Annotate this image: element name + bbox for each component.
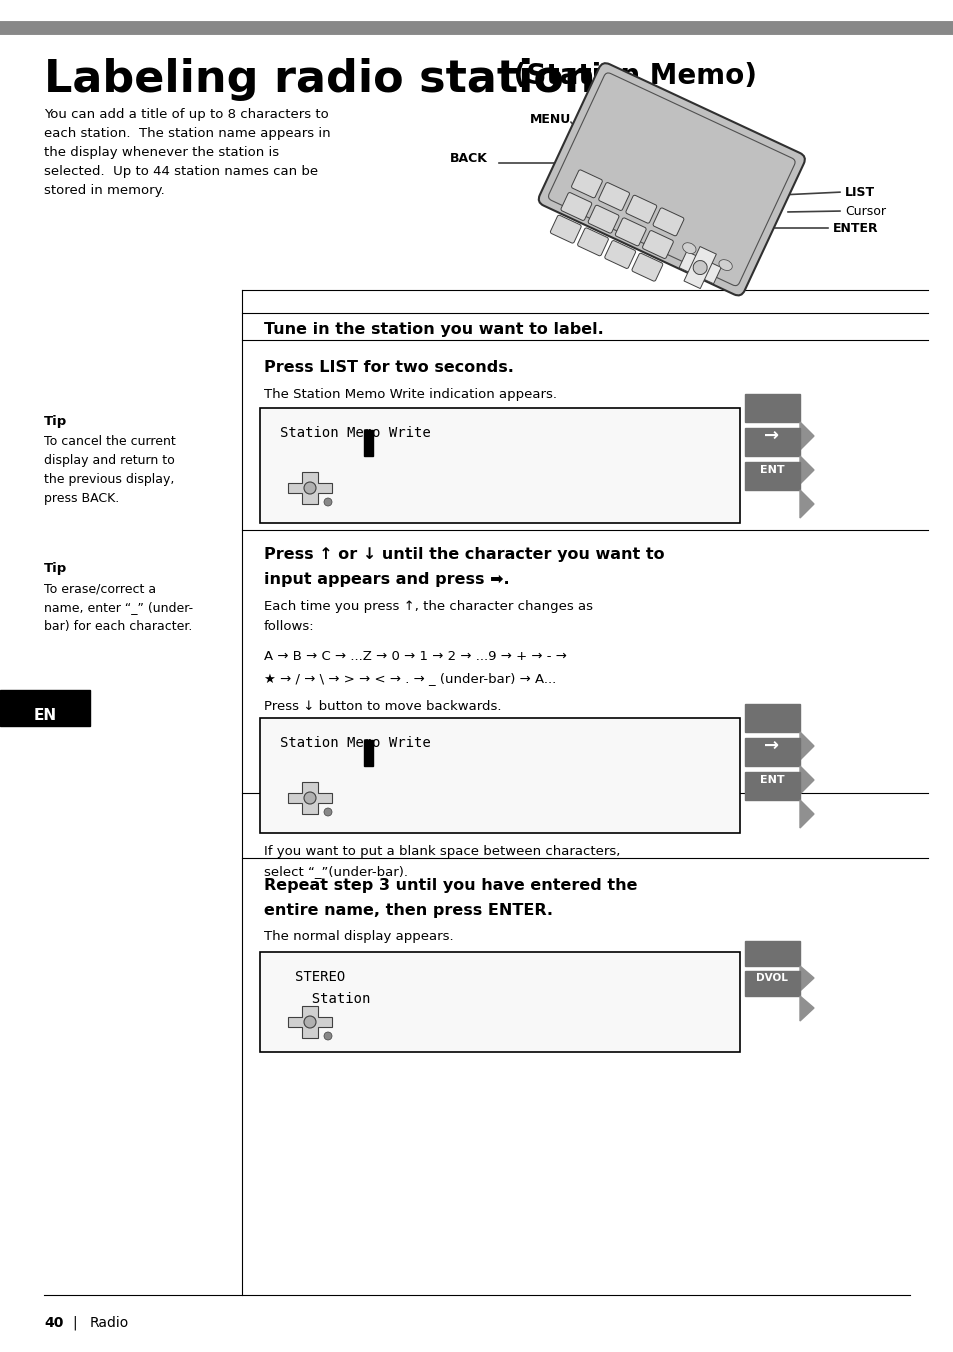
Text: 40: 40 [44, 1315, 63, 1330]
FancyBboxPatch shape [744, 772, 800, 800]
Bar [364, 430, 373, 456]
Polygon shape [800, 767, 813, 794]
Text: You can add a title of up to 8 characters to
each station.  The station name app: You can add a title of up to 8 character… [44, 108, 331, 197]
FancyBboxPatch shape [744, 941, 800, 965]
FancyBboxPatch shape [744, 971, 800, 996]
Text: Each time you press ↑, the character changes as: Each time you press ↑, the character cha… [264, 600, 593, 612]
FancyBboxPatch shape [550, 215, 580, 243]
FancyBboxPatch shape [260, 952, 740, 1052]
Text: (Station Memo): (Station Memo) [503, 62, 757, 91]
FancyBboxPatch shape [615, 218, 645, 246]
Text: DVOL: DVOL [756, 973, 787, 983]
Text: follows:: follows: [264, 621, 314, 633]
Text: If you want to put a blank space between characters,: If you want to put a blank space between… [264, 845, 619, 859]
Polygon shape [800, 456, 813, 484]
FancyBboxPatch shape [604, 241, 635, 269]
Text: ←: ← [763, 804, 779, 823]
FancyBboxPatch shape [571, 170, 601, 197]
Circle shape [304, 483, 315, 493]
Polygon shape [800, 996, 813, 1021]
Text: Station: Station [294, 992, 370, 1006]
Bar [364, 740, 373, 767]
Text: The normal display appears.: The normal display appears. [264, 930, 453, 942]
Text: ENTER: ENTER [832, 222, 878, 235]
FancyBboxPatch shape [560, 192, 591, 220]
Text: Repeat step 3 until you have entered the: Repeat step 3 until you have entered the [264, 877, 637, 894]
Ellipse shape [719, 260, 732, 270]
Polygon shape [800, 489, 813, 518]
Text: Press ↓ button to move backwards.: Press ↓ button to move backwards. [264, 700, 501, 713]
FancyBboxPatch shape [260, 408, 740, 523]
Circle shape [324, 1032, 332, 1040]
FancyBboxPatch shape [744, 738, 800, 767]
FancyBboxPatch shape [641, 231, 673, 258]
Polygon shape [288, 781, 332, 814]
Text: ←: ← [763, 495, 779, 512]
FancyBboxPatch shape [538, 64, 804, 296]
Ellipse shape [682, 243, 696, 254]
FancyBboxPatch shape [577, 228, 608, 256]
FancyBboxPatch shape [744, 462, 800, 489]
Text: A → B → C → ...Z → 0 → 1 → 2 → ...9 → + → - →: A → B → C → ...Z → 0 → 1 → 2 → ...9 → + … [264, 650, 566, 662]
Circle shape [693, 261, 706, 274]
Text: EN: EN [33, 708, 56, 723]
FancyBboxPatch shape [598, 183, 629, 211]
FancyBboxPatch shape [744, 393, 800, 422]
Text: ENT: ENT [759, 465, 783, 475]
Text: Tip: Tip [44, 415, 67, 429]
Text: Cursor: Cursor [844, 206, 885, 218]
Text: To erase/correct a
name, enter “_” (under-
bar) for each character.: To erase/correct a name, enter “_” (unde… [44, 581, 193, 633]
Polygon shape [800, 422, 813, 450]
Circle shape [324, 808, 332, 817]
FancyBboxPatch shape [260, 718, 740, 833]
Text: →: → [763, 737, 779, 754]
FancyBboxPatch shape [631, 253, 662, 281]
FancyBboxPatch shape [683, 246, 716, 288]
Text: →: → [763, 427, 779, 445]
FancyBboxPatch shape [625, 195, 656, 223]
Text: The Station Memo Write indication appears.: The Station Memo Write indication appear… [264, 388, 557, 402]
Text: Press LIST for two seconds.: Press LIST for two seconds. [264, 360, 514, 375]
Text: Press ↑ or ↓ until the character you want to: Press ↑ or ↓ until the character you wan… [264, 548, 664, 562]
FancyBboxPatch shape [587, 206, 618, 233]
Polygon shape [288, 472, 332, 504]
Polygon shape [288, 1006, 332, 1038]
Text: BACK: BACK [450, 151, 487, 165]
Text: To cancel the current
display and return to
the previous display,
press BACK.: To cancel the current display and return… [44, 435, 175, 506]
Text: Labeling radio stations: Labeling radio stations [44, 58, 621, 101]
Text: entire name, then press ENTER.: entire name, then press ENTER. [264, 903, 553, 918]
Text: EL: EL [764, 1003, 779, 1013]
Text: MENU: MENU [530, 114, 571, 126]
Polygon shape [800, 800, 813, 827]
Text: Radio: Radio [90, 1315, 129, 1330]
Text: ★ → / → \ → > → < → . → _ (under-bar) → A...: ★ → / → \ → > → < → . → _ (under-bar) → … [264, 672, 556, 685]
Text: Station Memo Write: Station Memo Write [280, 426, 431, 439]
FancyBboxPatch shape [679, 251, 720, 284]
Circle shape [324, 498, 332, 506]
FancyBboxPatch shape [744, 429, 800, 456]
Text: |: | [71, 1315, 76, 1330]
Text: Tune in the station you want to label.: Tune in the station you want to label. [264, 322, 603, 337]
FancyBboxPatch shape [744, 704, 800, 731]
Text: input appears and press ➡.: input appears and press ➡. [264, 572, 509, 587]
Text: LIST: LIST [844, 187, 874, 199]
Text: Tip: Tip [44, 562, 67, 575]
FancyBboxPatch shape [0, 690, 90, 726]
Polygon shape [800, 731, 813, 760]
Text: ENT: ENT [759, 775, 783, 786]
Circle shape [304, 1015, 315, 1028]
Text: select “_”(under-bar).: select “_”(under-bar). [264, 865, 408, 877]
Polygon shape [800, 965, 813, 991]
Text: Station Memo Write: Station Memo Write [280, 735, 431, 750]
Circle shape [304, 792, 315, 804]
FancyBboxPatch shape [653, 208, 683, 235]
Text: STEREO: STEREO [294, 969, 345, 984]
